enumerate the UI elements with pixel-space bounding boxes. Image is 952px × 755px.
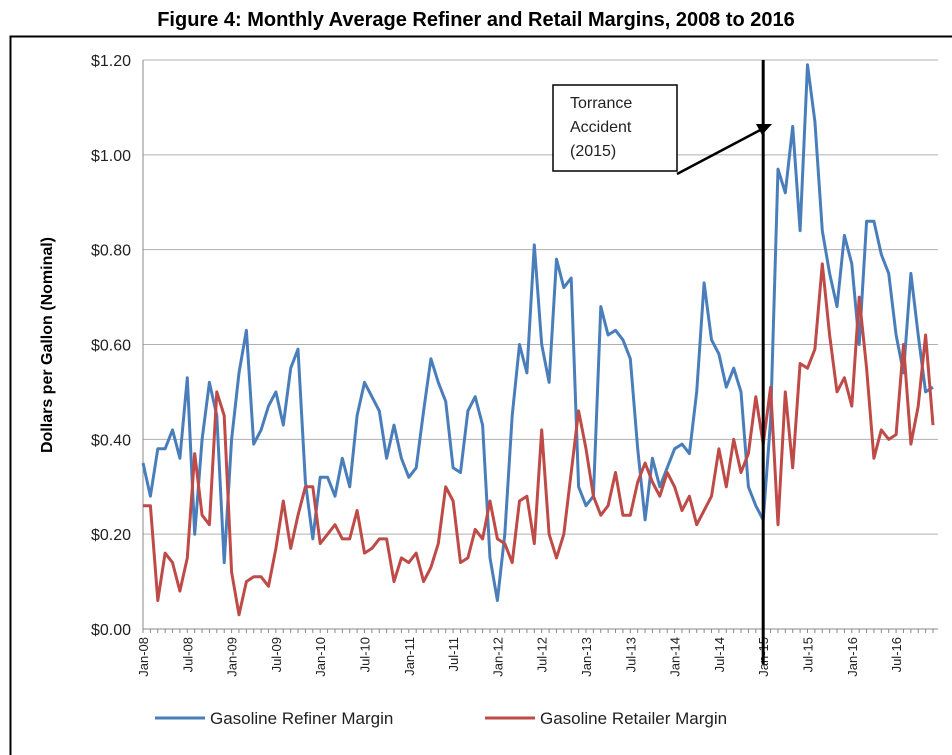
- chart-title: Figure 4: Monthly Average Refiner and Re…: [157, 9, 795, 31]
- annotation-text: Torrance: [570, 95, 632, 112]
- y-tick-label: $0.60: [91, 338, 131, 355]
- annotation-text: (2015): [570, 143, 616, 160]
- arrow-head: [756, 124, 772, 135]
- y-tick-label: $0.80: [91, 243, 131, 260]
- y-tick-label: $0.40: [91, 432, 131, 449]
- x-tick-label: Jan-13: [579, 637, 594, 677]
- annotation-box: [552, 84, 678, 172]
- y-tick-label: $0.20: [91, 527, 131, 544]
- x-tick-label: Jul-14: [712, 637, 727, 672]
- series-line: [143, 262, 935, 617]
- y-tick-label: $1.20: [91, 53, 131, 70]
- x-tick-label: Jul-10: [357, 637, 372, 672]
- x-tick-label: Jan-11: [402, 637, 417, 676]
- annotation-text: Accident: [570, 119, 632, 136]
- legend-label: Gasoline Retailer Margin: [540, 709, 727, 728]
- legend-label: Gasoline Refiner Margin: [210, 709, 393, 728]
- x-tick-label: Jul-15: [800, 637, 815, 672]
- x-tick-label: Jul-16: [889, 637, 904, 672]
- x-tick-label: Jul-11: [446, 637, 461, 671]
- y-axis-label: Dollars per Gallon (Nominal): [39, 237, 56, 453]
- y-tick-label: $0.00: [91, 622, 131, 639]
- x-tick-label: Jan-09: [225, 637, 240, 677]
- annotation: Torrance Accident (2015): [552, 84, 772, 176]
- x-tick-label: Jul-12: [535, 637, 550, 672]
- x-tick-label: Jan-10: [313, 637, 328, 677]
- x-tick-label: Jan-12: [490, 637, 505, 677]
- x-tick-label: Jul-08: [180, 637, 195, 672]
- x-tick-label: Jul-09: [269, 637, 284, 672]
- y-tick-label: $1.00: [91, 148, 131, 165]
- x-tick-label: Jan-14: [668, 637, 683, 677]
- annotation-arrow: [676, 126, 765, 176]
- x-tick-label: Jan-08: [136, 637, 151, 677]
- x-tick-label: Jan-16: [845, 637, 860, 677]
- series-line: [141, 63, 934, 602]
- x-tick-label: Jul-13: [623, 637, 638, 672]
- frame: [9, 35, 952, 755]
